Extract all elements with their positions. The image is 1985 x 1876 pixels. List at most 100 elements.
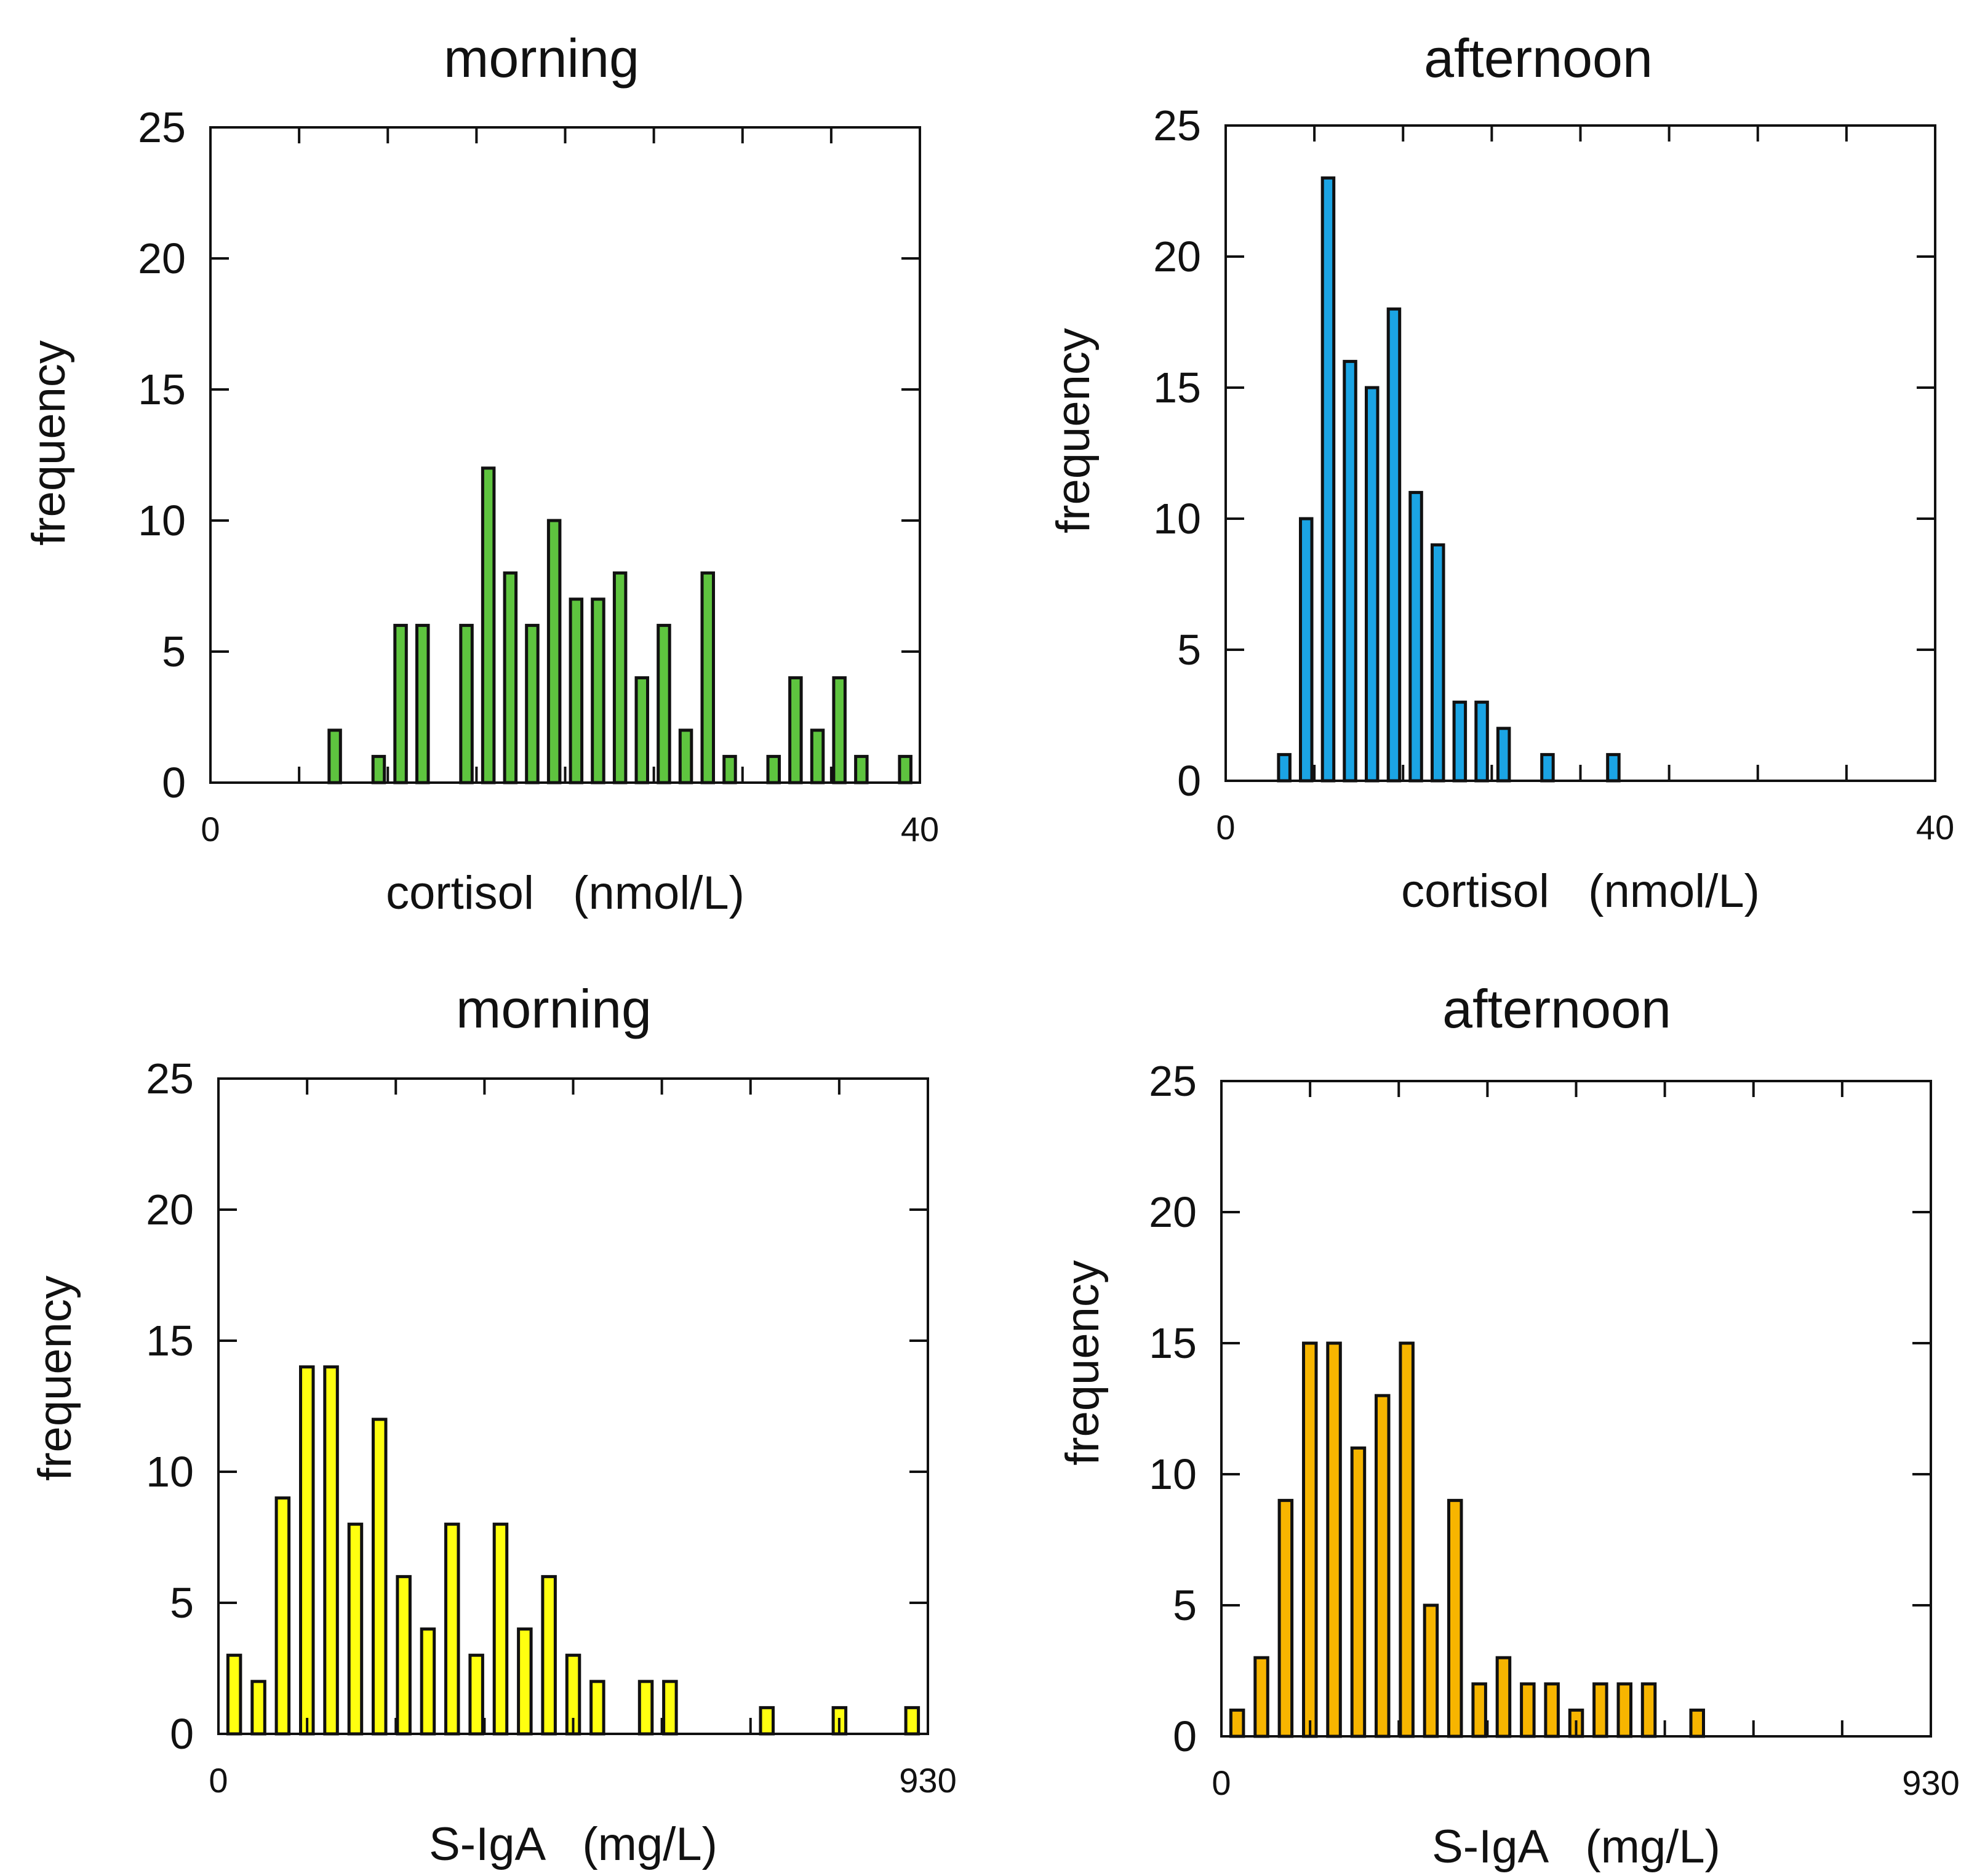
bar	[1229, 1708, 1245, 1738]
bar	[372, 1418, 388, 1736]
x-axis-label: cortisol (nmol/L)	[1401, 865, 1760, 917]
y-tick-label: 20	[138, 234, 186, 282]
x-tick-label: 930	[1902, 1763, 1959, 1802]
y-tick-label: 25	[1153, 102, 1201, 150]
plot-frame	[209, 126, 921, 784]
bar	[1474, 700, 1489, 783]
bar	[371, 754, 386, 784]
bar	[1540, 752, 1555, 783]
bar	[722, 754, 737, 784]
bar	[503, 571, 518, 784]
y-tick-label: 10	[138, 497, 186, 545]
bar	[657, 623, 671, 784]
chart-panel-1: 0 5 10 15 20 25 0 40 morning cortisol (nmol/L) fre…	[23, 28, 939, 919]
chart-title: afternoon	[1424, 28, 1653, 89]
bar	[1544, 1682, 1560, 1738]
x-tick-label: 40	[1916, 808, 1954, 847]
y-tick-label: 0	[170, 1710, 194, 1758]
bar	[854, 754, 869, 784]
bar	[1689, 1708, 1705, 1738]
x-tick-label: 0	[201, 810, 220, 848]
bar	[662, 1680, 678, 1736]
bar	[323, 1365, 339, 1736]
bar	[546, 519, 562, 784]
bar	[1343, 359, 1357, 783]
y-tick-label: 10	[1153, 495, 1201, 543]
bar	[393, 623, 408, 784]
bar	[832, 676, 847, 784]
bar	[1365, 386, 1380, 783]
bar	[1253, 1656, 1269, 1738]
bar	[444, 1522, 460, 1736]
chart-panel-4: 0 5 10 15 20 25 0 930 afternoon S-IgA (mg/L) frequ…	[1056, 978, 1960, 1873]
bar	[1496, 727, 1511, 783]
bar	[541, 1575, 557, 1736]
y-tick-label: 25	[1149, 1057, 1197, 1105]
bar	[591, 597, 605, 784]
chart-title: morning	[456, 978, 652, 1039]
bar	[492, 1522, 509, 1736]
bar	[589, 1680, 605, 1736]
y-tick-label: 15	[138, 365, 186, 413]
bar	[1520, 1682, 1536, 1738]
bar	[468, 1653, 484, 1736]
bar	[420, 1627, 436, 1736]
y-tick-label: 25	[138, 103, 186, 151]
y-tick-label: 15	[1153, 364, 1201, 412]
y-tick-label: 20	[1149, 1188, 1197, 1236]
bar	[1606, 752, 1621, 783]
bar	[1592, 1682, 1608, 1738]
bar	[517, 1627, 533, 1736]
y-tick-label: 5	[170, 1579, 194, 1627]
bar	[226, 1653, 242, 1736]
bar	[1302, 1341, 1318, 1738]
bar	[274, 1496, 291, 1736]
bar	[569, 597, 584, 784]
bar	[1452, 700, 1468, 783]
y-tick-label: 5	[1173, 1581, 1197, 1629]
y-tick-label: 15	[1149, 1319, 1197, 1367]
y-tick-label: 5	[162, 628, 186, 676]
bar	[810, 728, 825, 784]
bar	[637, 1680, 654, 1736]
y-tick-label: 0	[162, 759, 186, 807]
y-tick-label: 25	[146, 1055, 194, 1103]
chart-panel-3: 0 5 10 15 20 25 0 930 morning S-IgA (mg/L) frequen…	[29, 978, 957, 1870]
bar	[759, 1706, 775, 1736]
x-tick-label: 0	[1216, 808, 1235, 847]
bar	[1471, 1682, 1487, 1738]
bar	[1277, 752, 1292, 783]
y-tick-label: 10	[146, 1448, 194, 1496]
bar	[1277, 1499, 1294, 1738]
bar	[1350, 1446, 1367, 1738]
bar	[327, 728, 342, 784]
y-axis-label: frequency	[1047, 328, 1100, 533]
x-axis-label: S-IgA (mg/L)	[429, 1818, 717, 1870]
bar	[1423, 1603, 1439, 1738]
chart-title: afternoon	[1442, 978, 1671, 1039]
y-tick-label: 10	[1149, 1450, 1197, 1498]
bar	[766, 754, 781, 784]
bar	[396, 1575, 412, 1736]
bar	[1640, 1682, 1657, 1738]
y-tick-label: 0	[1173, 1712, 1197, 1760]
bar	[299, 1365, 315, 1736]
bar	[1447, 1499, 1463, 1738]
y-tick-label: 0	[1177, 757, 1201, 805]
x-tick-label: 40	[901, 810, 939, 848]
bar	[481, 466, 496, 784]
bar	[459, 623, 474, 784]
x-tick-label: 930	[899, 1761, 956, 1800]
bar	[898, 754, 913, 784]
bar	[634, 676, 649, 784]
bar	[1408, 490, 1423, 783]
bar	[347, 1522, 364, 1736]
bar	[1399, 1341, 1415, 1738]
bar	[1495, 1656, 1512, 1738]
x-axis-label: cortisol (nmol/L)	[386, 867, 745, 919]
y-tick-label: 5	[1177, 626, 1201, 674]
y-axis-label: frequency	[29, 1275, 81, 1481]
y-tick-label: 20	[1153, 233, 1201, 281]
chart-panel-2: 0 5 10 15 20 25 0 40 afternoon cortisol (nmol/L) f…	[1047, 28, 1954, 917]
